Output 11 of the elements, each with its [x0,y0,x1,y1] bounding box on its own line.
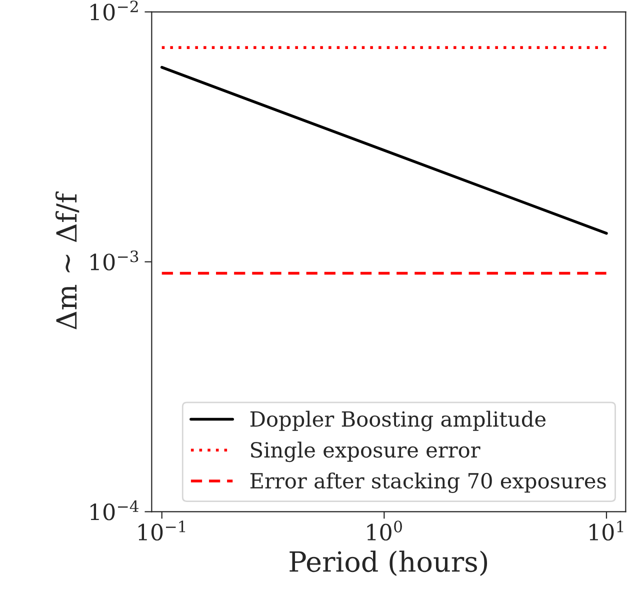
y-axis-title: Δm ∼ Δf/f [55,191,80,330]
x-axis-title: Period (hours) [290,550,488,576]
legend-label: Doppler Boosting amplitude [250,410,546,432]
y-tick-label: 10$^{−4}$ [90,500,138,520]
y-tick-label: 10$^{−3}$ [90,250,138,270]
legend-label: Single exposure error [251,442,480,462]
legend-label: Error after stacking 70 exposures [250,472,606,493]
x-tick-label: 10$^{−1}$ [138,520,186,541]
x-tick-label: 10$^{0}$ [367,520,402,541]
y-tick-label: 10$^{−2}$ [90,0,138,20]
x-tick-label: 10$^{1}$ [590,520,624,541]
